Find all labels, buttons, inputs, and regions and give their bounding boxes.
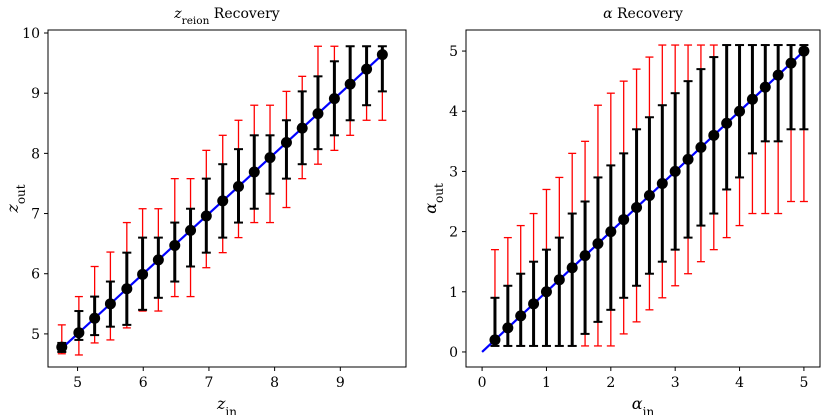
x-tick-label: 4	[735, 375, 744, 391]
data-point	[248, 166, 260, 178]
data-point	[312, 108, 324, 120]
y-axis-label-subscript: out	[14, 184, 28, 204]
data-point	[73, 327, 85, 339]
data-point	[553, 274, 565, 286]
data-point	[631, 202, 643, 214]
y-tick-label: 6	[31, 267, 40, 283]
data-point	[217, 195, 229, 207]
data-point	[232, 180, 244, 192]
data-point	[566, 262, 578, 274]
x-tick-label: 6	[139, 375, 148, 391]
y-tick-label: 7	[31, 207, 40, 223]
plot-frame	[47, 29, 407, 368]
x-axis-label-symbol: α	[632, 394, 643, 413]
chart-title-text: Recovery	[209, 6, 279, 22]
data-point	[296, 122, 308, 134]
data-point	[200, 210, 212, 222]
data-point	[169, 239, 181, 251]
x-tick-label: 9	[336, 375, 345, 391]
chart-title-subscript: reion	[182, 15, 210, 27]
chart-title-symbol: z	[173, 6, 182, 22]
data-point	[540, 286, 552, 298]
chart-title: zreion Recovery	[173, 6, 280, 27]
data-point	[798, 45, 810, 57]
x-axis-label: αin	[632, 394, 655, 415]
chart-title: α Recovery	[603, 6, 683, 22]
chart-title-symbol: α	[603, 6, 613, 22]
data-point	[152, 254, 164, 266]
x-axis-label-subscript: in	[643, 405, 655, 415]
data-point	[376, 49, 388, 61]
y-tick-label: 5	[31, 327, 40, 343]
data-point	[643, 189, 655, 201]
plot-marks	[481, 44, 810, 353]
x-axis-label: zin	[216, 394, 237, 415]
data-point	[785, 57, 797, 69]
chart-title-text: Recovery	[613, 6, 683, 22]
data-point	[264, 152, 276, 164]
data-point	[605, 226, 617, 238]
y-tick-label: 3	[449, 164, 458, 180]
x-tick-label: 5	[73, 375, 82, 391]
data-point	[708, 129, 720, 141]
data-point	[89, 312, 101, 324]
y-tick-label: 10	[22, 26, 40, 42]
data-point	[137, 268, 149, 280]
y-tick-label: 2	[449, 225, 458, 241]
data-point	[280, 137, 292, 149]
data-point	[502, 322, 514, 334]
y-axis-label-subscript: out	[432, 183, 446, 203]
y-tick-label: 0	[449, 345, 458, 361]
y-tick-label: 4	[449, 104, 458, 120]
x-tick-label: 8	[270, 375, 279, 391]
data-point	[515, 310, 527, 322]
x-axis-label-subscript: in	[225, 405, 237, 415]
data-point	[656, 177, 668, 189]
y-axis-label-symbol: α	[421, 203, 440, 214]
data-point	[579, 250, 591, 262]
y-tick-label: 9	[31, 86, 40, 102]
data-point	[104, 298, 116, 310]
data-point	[528, 298, 540, 310]
data-point	[328, 93, 340, 105]
y-tick-label: 1	[449, 285, 458, 301]
data-point	[121, 283, 133, 295]
x-tick-label: 3	[671, 375, 680, 391]
data-point	[669, 165, 681, 177]
data-point	[682, 153, 694, 165]
y-tick-label: 5	[449, 44, 458, 60]
data-point	[56, 341, 68, 353]
data-point	[721, 117, 733, 129]
data-point	[746, 93, 758, 105]
x-tick-label: 7	[204, 375, 213, 391]
data-point	[344, 78, 356, 90]
data-point	[734, 105, 746, 117]
y-tick-label: 8	[31, 146, 40, 162]
y-axis-label-symbol: z	[3, 204, 22, 214]
x-tick-label: 5	[799, 375, 808, 391]
data-point	[592, 238, 604, 250]
x-tick-label: 1	[542, 375, 551, 391]
data-point	[361, 63, 373, 75]
data-point	[695, 141, 707, 153]
x-axis-label-symbol: z	[216, 394, 226, 413]
y-axis-label: zout	[3, 184, 28, 213]
x-tick-label: 0	[478, 375, 487, 391]
plot-marks	[56, 45, 388, 356]
data-point	[185, 224, 197, 236]
y-axis-label: αout	[421, 183, 446, 214]
data-point	[618, 214, 630, 226]
data-point	[772, 69, 784, 81]
x-tick-label: 2	[606, 375, 615, 391]
plot-frame	[465, 29, 821, 368]
data-point	[489, 334, 501, 346]
data-point	[759, 81, 771, 93]
